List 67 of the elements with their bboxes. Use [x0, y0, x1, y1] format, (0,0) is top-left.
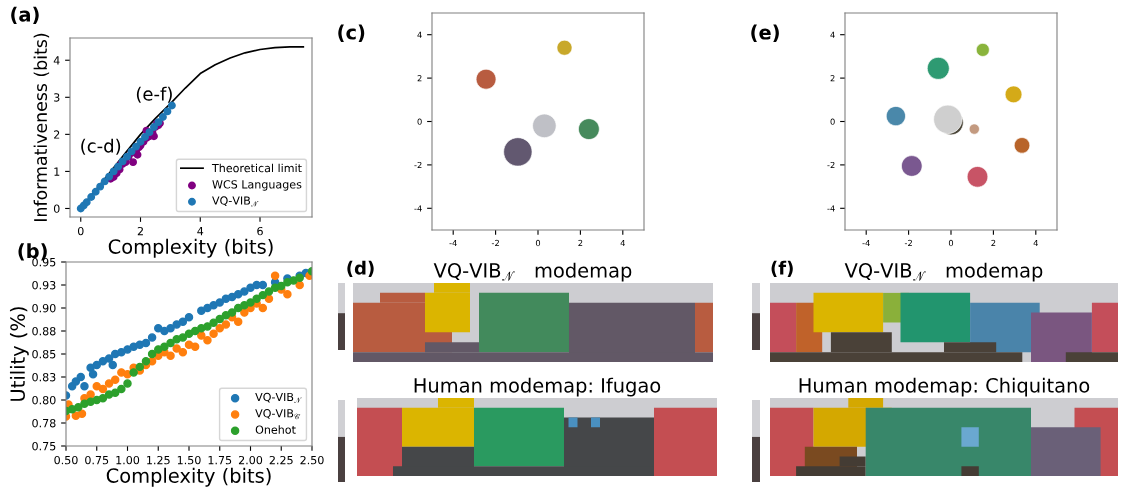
annotation: (e-f): [136, 86, 172, 103]
x-tick-label: 2: [578, 239, 583, 247]
x-tick-label: 1.75: [208, 456, 232, 465]
y-axis-title: Informativeness (bits): [33, 33, 50, 221]
y-tick-label: 2: [830, 75, 835, 82]
y-tick-label: 0.93: [32, 280, 56, 290]
y-tick-label: -2: [827, 161, 835, 169]
y-tick-label: -4: [827, 205, 835, 212]
x-axis-title: Complexity (bits): [108, 238, 273, 258]
annotation: (c-d): [81, 138, 121, 155]
x-tick-label: 2.00: [238, 455, 263, 465]
y-tick-label: 0.80: [32, 395, 56, 405]
x-tick-label: 4: [620, 239, 625, 247]
y-tick-label: 2: [417, 75, 422, 82]
legend-label: VQ-VIB$_{𝒩}$: [212, 196, 259, 207]
y-tick-label: -4: [414, 205, 422, 212]
x-tick-label: -4: [862, 239, 870, 247]
x-tick-label: -2: [491, 239, 499, 247]
chart-title: VQ-VIB$_{𝒩}$ modemap: [433, 262, 632, 282]
text: (d): [347, 260, 374, 277]
text: (e): [751, 24, 779, 42]
y-tick-label: 1: [54, 167, 60, 176]
text: Human modemap: Ifugao: [414, 377, 661, 397]
text: (f): [771, 260, 793, 277]
x-axis-title: Complexity (bits): [106, 467, 271, 487]
x-tick-label: 0: [948, 239, 954, 247]
y-tick-label: 4: [830, 31, 835, 38]
x-tick-label: -4: [449, 239, 457, 247]
y-tick-label: 0.75: [32, 441, 56, 451]
y-tick-label: 0.78: [32, 418, 56, 428]
text: Human modemap: Chiquitano: [799, 377, 1090, 397]
legend-label: VQ-VIB$_{𝒩}$: [255, 392, 302, 403]
x-tick-label: 0: [535, 239, 541, 247]
y-tick-label: 2: [54, 130, 60, 139]
legend-label: VQ-VIB$_{𝒞}$: [255, 409, 301, 420]
legend-label: WCS Languages: [212, 180, 302, 191]
x-tick-label: 1.25: [147, 455, 170, 465]
y-tick-label: 0: [417, 118, 422, 125]
y-axis-title: Utility (%): [9, 307, 29, 401]
text: (c): [338, 24, 365, 42]
x-tick-label: 2.50: [300, 455, 324, 465]
x-tick-label: 1.50: [177, 455, 201, 465]
legend-label: Onehot: [255, 425, 296, 434]
y-tick-label: 4: [417, 31, 422, 38]
y-tick-label: 0.85: [32, 349, 56, 359]
y-tick-label: 0.90: [32, 303, 56, 313]
y-tick-label: -2: [414, 161, 422, 169]
x-tick-label: 1.00: [116, 455, 140, 465]
x-tick-label: 6: [257, 226, 263, 236]
x-tick-label: 4: [197, 227, 204, 236]
x-tick-label: -2: [904, 239, 912, 247]
x-tick-label: 2.25: [269, 455, 293, 465]
legend-label: Theoretical limit: [211, 163, 302, 173]
x-tick-label: 0.75: [85, 455, 109, 465]
x-tick-label: 0: [77, 226, 84, 236]
chart-title: VQ-VIB$_{𝒩}$ modemap: [844, 262, 1043, 282]
y-tick-label: 0.88: [32, 326, 56, 336]
y-tick-label: 4: [53, 56, 60, 65]
chart-title: (a): [11, 6, 39, 24]
y-tick-label: 0.83: [32, 372, 56, 382]
x-tick-label: 4: [1033, 239, 1038, 247]
y-tick-label: 3: [54, 93, 60, 102]
x-tick-label: 0.50: [54, 455, 78, 465]
y-tick-label: 0: [830, 118, 835, 125]
x-tick-label: 2: [991, 239, 996, 247]
x-tick-label: 2: [137, 226, 143, 236]
y-tick-label: 0: [53, 204, 60, 213]
